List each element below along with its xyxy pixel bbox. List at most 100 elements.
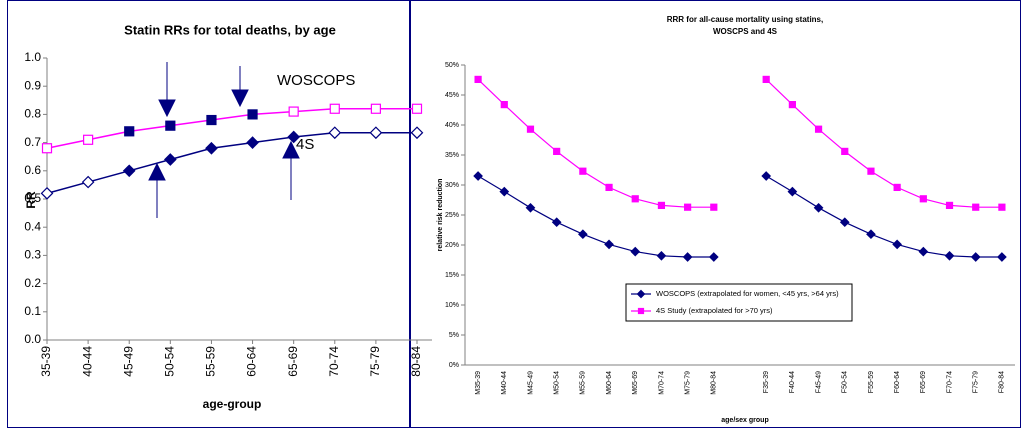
- y-tick-label: 0.8: [24, 107, 41, 121]
- legend-box: [625, 283, 853, 322]
- y-axis-label: relative risk reduction: [437, 179, 444, 252]
- marker: [866, 229, 876, 240]
- x-axis-label: age/sex group: [721, 417, 768, 424]
- x-tick-label: M80-84: [711, 371, 718, 395]
- x-tick-label: 60-64: [245, 346, 259, 377]
- y-tick-label: 30%: [445, 182, 459, 189]
- marker: [944, 250, 955, 261]
- series-line: [477, 78, 714, 208]
- annotation: WOSCOPS: [277, 72, 355, 89]
- x-tick-label: F45-49: [815, 371, 822, 393]
- y-tick-label: 10%: [445, 302, 459, 309]
- arrow-head: [148, 162, 166, 181]
- x-tick-label: F80-84: [999, 371, 1006, 393]
- x-tick-label: 35-39: [39, 346, 53, 377]
- marker: [288, 106, 299, 117]
- series-line: [765, 78, 1002, 208]
- x-tick-label: F65-69: [920, 371, 927, 393]
- marker: [287, 130, 301, 144]
- marker: [553, 147, 561, 155]
- x-tick-label: F70-74: [946, 371, 953, 393]
- y-tick-label: 1.0: [24, 50, 41, 64]
- y-tick-label: 20%: [445, 242, 459, 249]
- arrow-head: [231, 89, 249, 108]
- marker: [246, 136, 259, 149]
- marker: [814, 125, 823, 133]
- marker: [788, 100, 796, 109]
- legend-label: 4S Study (extrapolated for >70 yrs): [656, 306, 773, 315]
- marker: [637, 307, 645, 315]
- x-tick-label: 75-79: [368, 346, 382, 377]
- marker: [945, 201, 954, 209]
- marker: [499, 186, 510, 197]
- marker: [411, 103, 423, 114]
- marker: [369, 126, 383, 140]
- marker: [525, 202, 536, 213]
- marker: [163, 153, 177, 166]
- chart-title: RRR for all-cause mortality using statin…: [667, 15, 823, 24]
- y-tick-label: 5%: [449, 332, 459, 339]
- marker: [893, 183, 901, 191]
- marker: [500, 100, 508, 109]
- series-line: [765, 175, 1002, 258]
- marker: [205, 141, 218, 155]
- marker: [165, 120, 176, 131]
- y-tick-label: 35%: [445, 152, 459, 159]
- y-tick-label: 0.1: [24, 304, 41, 318]
- marker: [867, 167, 875, 175]
- y-tick-label: 0.6: [24, 163, 41, 177]
- marker: [682, 252, 693, 262]
- marker: [787, 186, 798, 197]
- marker: [708, 252, 719, 262]
- y-tick-label: 25%: [445, 212, 459, 219]
- series-line: [477, 175, 714, 258]
- marker: [578, 229, 588, 240]
- y-tick-label: 0.7: [24, 135, 41, 149]
- marker: [631, 195, 639, 203]
- marker: [526, 125, 535, 133]
- x-tick-label: F50-54: [842, 371, 849, 393]
- marker: [329, 103, 340, 114]
- marker: [657, 201, 666, 209]
- x-tick-label: 55-59: [204, 346, 218, 377]
- marker: [605, 183, 613, 191]
- marker: [841, 147, 849, 155]
- y-tick-label: 40%: [445, 122, 459, 129]
- series-line: [46, 131, 417, 195]
- x-tick-label: M65-69: [632, 371, 639, 395]
- marker: [813, 202, 824, 213]
- x-tick-label: M70-74: [658, 371, 665, 395]
- y-tick-label: 50%: [445, 62, 459, 69]
- arrow-head: [282, 140, 300, 159]
- x-tick-label: 80-84: [409, 346, 423, 377]
- x-tick-label: F55-59: [868, 371, 875, 393]
- x-tick-label: 45-49: [121, 346, 135, 377]
- marker: [684, 203, 692, 211]
- x-tick-label: 50-54: [163, 346, 177, 377]
- y-tick-label: 0.9: [24, 78, 41, 92]
- arrows: [148, 62, 300, 218]
- x-tick-label: 65-69: [286, 346, 300, 377]
- x-tick-label: F60-64: [894, 371, 901, 393]
- marker: [81, 175, 95, 189]
- marker: [551, 217, 562, 228]
- marker: [656, 250, 667, 261]
- y-tick-label: 0.5: [24, 191, 41, 205]
- marker: [919, 195, 927, 203]
- marker: [998, 203, 1006, 211]
- series-line: [46, 108, 417, 149]
- annotation: 4S: [296, 136, 314, 153]
- y-tick-label: 0.4: [24, 219, 41, 233]
- marker: [604, 239, 614, 250]
- marker: [970, 252, 981, 262]
- marker: [710, 203, 718, 211]
- x-tick-label: 40-44: [80, 346, 94, 377]
- marker: [473, 171, 483, 181]
- marker: [83, 134, 94, 145]
- x-tick-label: M40-44: [501, 371, 508, 395]
- marker: [892, 239, 902, 250]
- marker: [206, 114, 217, 126]
- x-tick-label: 70-74: [327, 346, 341, 377]
- marker: [636, 289, 646, 299]
